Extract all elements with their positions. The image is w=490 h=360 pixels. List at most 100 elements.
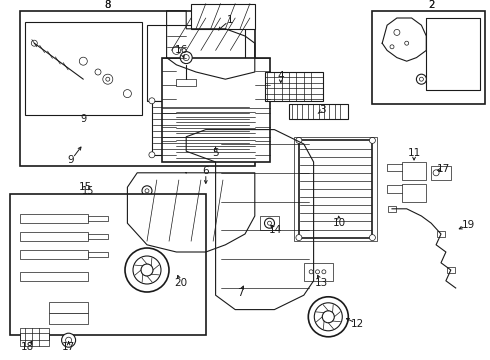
Text: 13: 13 [314, 278, 328, 288]
Circle shape [405, 41, 409, 45]
Circle shape [142, 186, 152, 196]
Circle shape [149, 152, 155, 158]
Bar [265, 72, 323, 101]
Text: 15: 15 [79, 182, 93, 192]
Text: 15: 15 [82, 186, 95, 196]
Circle shape [173, 269, 179, 275]
Bar [20, 272, 88, 281]
Circle shape [296, 138, 302, 143]
Text: 9: 9 [80, 114, 86, 124]
Bar [88, 252, 108, 257]
Circle shape [31, 40, 37, 46]
Circle shape [183, 55, 189, 60]
Circle shape [173, 91, 179, 96]
Bar [260, 216, 279, 230]
Circle shape [172, 46, 180, 54]
Text: 14: 14 [269, 225, 282, 235]
Circle shape [172, 195, 200, 223]
Circle shape [265, 218, 274, 228]
Circle shape [125, 248, 169, 292]
Bar [402, 162, 426, 180]
Bar [294, 137, 377, 241]
Circle shape [322, 311, 334, 323]
Text: 19: 19 [461, 220, 475, 230]
Circle shape [123, 90, 131, 98]
Bar [88, 216, 108, 221]
Bar [20, 328, 49, 346]
Circle shape [316, 270, 319, 274]
Circle shape [247, 98, 253, 104]
Text: 10: 10 [333, 218, 346, 228]
Bar [88, 234, 108, 239]
Circle shape [416, 74, 426, 84]
Text: 8: 8 [104, 0, 111, 10]
Bar [10, 194, 206, 335]
Bar [147, 25, 245, 101]
Text: 11: 11 [407, 148, 421, 158]
Bar [426, 18, 480, 90]
Circle shape [268, 221, 271, 225]
Text: 8: 8 [105, 0, 111, 10]
Circle shape [133, 256, 161, 284]
Bar [431, 166, 451, 180]
Bar [299, 140, 372, 238]
Circle shape [394, 30, 400, 35]
Bar [304, 263, 333, 281]
Text: 2: 2 [428, 0, 435, 10]
Circle shape [178, 201, 194, 217]
Circle shape [79, 57, 87, 65]
Text: 9: 9 [68, 155, 74, 165]
Bar [20, 11, 255, 166]
Bar [191, 4, 255, 29]
Bar [162, 58, 270, 162]
Circle shape [369, 235, 375, 240]
Text: 18: 18 [20, 342, 34, 352]
Text: 12: 12 [351, 319, 365, 329]
Bar [289, 104, 348, 119]
Circle shape [419, 77, 423, 81]
Bar [49, 313, 88, 324]
Text: 4: 4 [277, 71, 284, 81]
Circle shape [141, 264, 153, 276]
Circle shape [322, 270, 326, 274]
Circle shape [296, 235, 302, 240]
Circle shape [192, 68, 200, 76]
Circle shape [309, 270, 313, 274]
Bar [176, 79, 196, 86]
Circle shape [149, 98, 155, 104]
Circle shape [145, 189, 149, 193]
Text: 17: 17 [62, 342, 75, 352]
Circle shape [66, 337, 72, 343]
Text: 20: 20 [174, 278, 187, 288]
Text: 6: 6 [202, 166, 209, 176]
Text: 7: 7 [237, 288, 244, 298]
Text: 5: 5 [212, 148, 219, 158]
Circle shape [433, 170, 439, 176]
Bar [24, 22, 142, 115]
Bar [20, 333, 49, 340]
Circle shape [103, 74, 113, 84]
Bar [447, 267, 455, 273]
Circle shape [106, 77, 110, 81]
Circle shape [95, 69, 101, 75]
Text: 1: 1 [227, 15, 234, 25]
Bar [20, 214, 88, 223]
Circle shape [390, 45, 394, 49]
Circle shape [314, 303, 343, 331]
Bar [20, 232, 88, 241]
Circle shape [369, 138, 375, 143]
Bar [388, 206, 396, 212]
Text: 16: 16 [174, 45, 188, 55]
Circle shape [308, 297, 348, 337]
Bar [402, 184, 426, 202]
Circle shape [180, 51, 192, 64]
Bar [49, 302, 88, 313]
Circle shape [62, 333, 75, 347]
Bar [152, 101, 250, 155]
Bar [20, 250, 88, 259]
Text: 2: 2 [428, 0, 434, 10]
Bar [437, 231, 445, 237]
Text: 3: 3 [319, 105, 326, 115]
Bar [372, 11, 485, 104]
Text: 17: 17 [437, 164, 450, 174]
